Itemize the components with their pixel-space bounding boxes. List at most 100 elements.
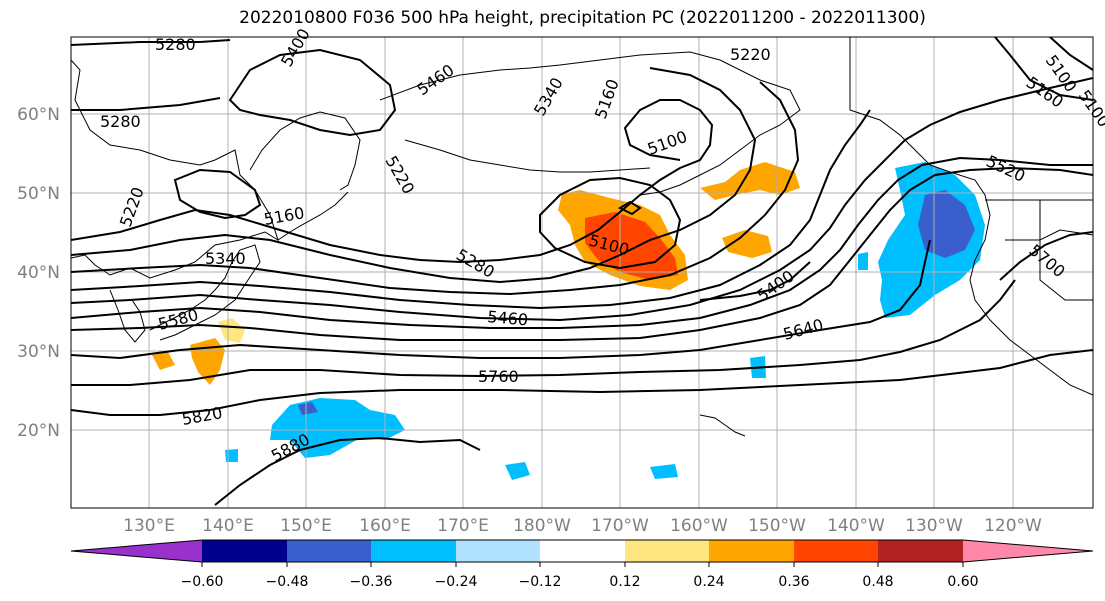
lat-label: 50°N bbox=[17, 184, 60, 204]
lat-label: 20°N bbox=[17, 421, 60, 441]
coast-japan bbox=[149, 244, 261, 341]
contour-label: 5340 bbox=[530, 74, 567, 119]
colorbar-ticks bbox=[201, 562, 964, 567]
contour-label: 5100 bbox=[645, 127, 690, 159]
contour-5160-ne bbox=[994, 37, 1093, 101]
lon-label: 140°E bbox=[202, 516, 254, 536]
contour-5400 bbox=[71, 109, 871, 310]
contour-label: 5460 bbox=[413, 60, 457, 99]
colorbar-tick-label: 0.36 bbox=[778, 574, 809, 590]
contour-5580 bbox=[71, 166, 1093, 341]
colorbar-tick-label: 0.48 bbox=[862, 574, 893, 590]
contour-5220 bbox=[71, 99, 714, 264]
contour-5880 bbox=[214, 436, 481, 506]
map-title: 2022010800 F036 500 hPa height, precipit… bbox=[239, 8, 926, 28]
coast-kamchatka bbox=[249, 111, 361, 191]
precip-area-gulf bbox=[700, 162, 800, 200]
colorbar-segment bbox=[456, 540, 540, 562]
contour-5100-ne bbox=[1049, 37, 1093, 71]
precip-area-japan-2 bbox=[152, 352, 175, 370]
lon-label: 160°E bbox=[359, 516, 411, 536]
colorbar-tick-label: 0.24 bbox=[693, 574, 724, 590]
lon-label: 120°W bbox=[984, 516, 1042, 536]
colorbar-tick-label: −0.24 bbox=[435, 574, 478, 590]
precip-area-small-4 bbox=[225, 449, 238, 462]
colorbar-tick-label: −0.48 bbox=[266, 574, 309, 590]
colorbar-tick-label: −0.60 bbox=[181, 574, 224, 590]
coast-korea bbox=[109, 289, 146, 343]
precip-area-westcoast-dark bbox=[918, 190, 975, 258]
lon-label: 150°E bbox=[280, 516, 332, 536]
colorbar-tick-label: 0.12 bbox=[609, 574, 640, 590]
precip-area-small bbox=[722, 230, 772, 258]
colorbar-segment bbox=[878, 540, 963, 562]
contour-label: 5280 bbox=[453, 245, 498, 282]
colorbar-segment bbox=[625, 540, 709, 562]
longitude-labels: 130°E 140°E 150°E 160°E 170°E 180°W 170°… bbox=[123, 516, 1042, 536]
colorbar-segment bbox=[71, 540, 202, 562]
contour-5280-north bbox=[71, 97, 221, 111]
contour-label: 5280 bbox=[100, 112, 141, 131]
precip-area-small-6 bbox=[858, 252, 868, 270]
contour-5640 bbox=[71, 239, 931, 360]
lat-label: 40°N bbox=[17, 263, 60, 283]
lat-label: 30°N bbox=[17, 342, 60, 362]
lon-label: 150°W bbox=[748, 516, 806, 536]
contour-label: 5100 bbox=[1075, 86, 1105, 130]
contour-5700-east bbox=[999, 231, 1093, 281]
colorbar-tick-label: 0.60 bbox=[947, 574, 978, 590]
coast-canada bbox=[849, 37, 1093, 396]
contour-5280 bbox=[71, 67, 757, 284]
contour-label: 5460 bbox=[487, 307, 529, 329]
precip-area-japan-1 bbox=[190, 338, 225, 385]
contour-label: 5280 bbox=[155, 35, 196, 54]
map-frame bbox=[70, 36, 1094, 509]
colorbar-segment bbox=[202, 540, 287, 562]
coast-aleutian bbox=[404, 139, 651, 173]
contour-label: 5580 bbox=[156, 305, 200, 334]
precip-area-japan-3 bbox=[218, 318, 245, 343]
contour-label: 5220 bbox=[730, 45, 771, 64]
contour-label: 5520 bbox=[983, 151, 1028, 185]
contour-5100-pacific bbox=[539, 176, 682, 270]
contour-5460-north bbox=[228, 48, 397, 137]
colorbar-segment bbox=[540, 540, 625, 562]
precip-area-small-3 bbox=[650, 464, 678, 479]
colorbar-segment bbox=[963, 540, 1093, 562]
coast-alaska bbox=[379, 51, 801, 196]
contour-5340 bbox=[71, 81, 800, 296]
contour-5760 bbox=[71, 279, 1016, 386]
lon-label: 170°W bbox=[591, 516, 649, 536]
contour-label: 5160 bbox=[262, 203, 305, 229]
height-contours bbox=[71, 37, 1093, 506]
coast-hawaii bbox=[699, 414, 746, 437]
lon-label: 130°W bbox=[905, 516, 963, 536]
coast-asia bbox=[71, 59, 279, 279]
contour-5160-west bbox=[173, 168, 262, 220]
colorbar-tick-label: −0.12 bbox=[519, 574, 562, 590]
lat-label: 60°N bbox=[17, 105, 60, 125]
latitude-labels: 60°N 50°N 40°N 30°N 20°N bbox=[17, 105, 60, 441]
lon-label: 160°W bbox=[670, 516, 728, 536]
contour-label: 5160 bbox=[591, 77, 623, 122]
border-states bbox=[1005, 200, 1093, 301]
contour-label: 5820 bbox=[180, 403, 223, 429]
contour-5100-small bbox=[617, 200, 642, 216]
precip-area-west-pacific-1-dark bbox=[298, 402, 318, 415]
contour-5820 bbox=[71, 349, 1093, 416]
contour-5520 bbox=[71, 156, 1093, 329]
contour-label: 5760 bbox=[478, 367, 519, 386]
colorbar-segment bbox=[371, 540, 456, 562]
contour-label: 5400 bbox=[277, 25, 314, 70]
colorbar-segment bbox=[709, 540, 794, 562]
contour-5460 bbox=[71, 77, 1093, 322]
colorbar bbox=[70, 539, 1094, 563]
colorbar-segment bbox=[794, 540, 878, 562]
colorbar-segment bbox=[287, 540, 371, 562]
contour-label: 5220 bbox=[116, 185, 148, 230]
precip-area-small-2 bbox=[505, 462, 530, 480]
colorbar-tick-label: −0.36 bbox=[350, 574, 393, 590]
lon-label: 130°E bbox=[123, 516, 175, 536]
contour-5280-top bbox=[71, 39, 231, 46]
